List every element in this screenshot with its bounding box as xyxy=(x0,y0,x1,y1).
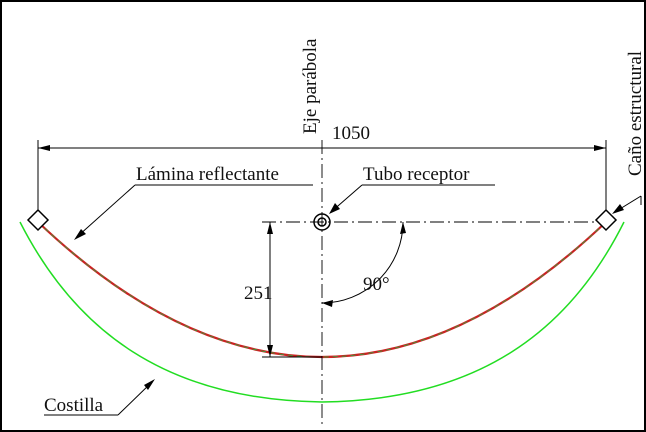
rib-leader-arrow xyxy=(144,379,155,390)
structural-pipe-label: Caño estructural xyxy=(625,51,646,176)
depth-arrow-top xyxy=(267,222,273,234)
angle-label: 90° xyxy=(363,274,390,295)
depth-arrow-bottom xyxy=(267,345,273,357)
reflective-sheet-label: Lámina reflectante xyxy=(136,164,279,185)
angle-arc xyxy=(321,221,404,304)
angle-arrow-right xyxy=(400,222,406,234)
angle-arrow-bottom xyxy=(322,300,333,307)
receiver-tube-inner xyxy=(317,217,327,227)
width-arrow-right xyxy=(594,145,606,151)
reflective-sheet-overlay xyxy=(37,221,607,358)
receiver-tube-outer xyxy=(313,213,331,231)
rib-label: Costilla xyxy=(44,395,104,416)
structural-pipe-right xyxy=(594,208,618,232)
pipe-leader-arrow xyxy=(612,204,624,214)
receiver-tube-label: Tubo receptor xyxy=(363,164,470,185)
width-dimension-label: 1050 xyxy=(332,123,370,144)
receiver-leader-arrow xyxy=(329,203,340,214)
sheet-leader-arrow xyxy=(74,229,86,240)
sheet-leader xyxy=(77,184,136,237)
rib-curve xyxy=(19,221,625,403)
structural-pipe-left xyxy=(26,208,50,232)
parabola-axis-label: Eje parábola xyxy=(300,38,321,134)
depth-dimension-label: 251 xyxy=(244,283,273,304)
width-arrow-left xyxy=(38,145,50,151)
